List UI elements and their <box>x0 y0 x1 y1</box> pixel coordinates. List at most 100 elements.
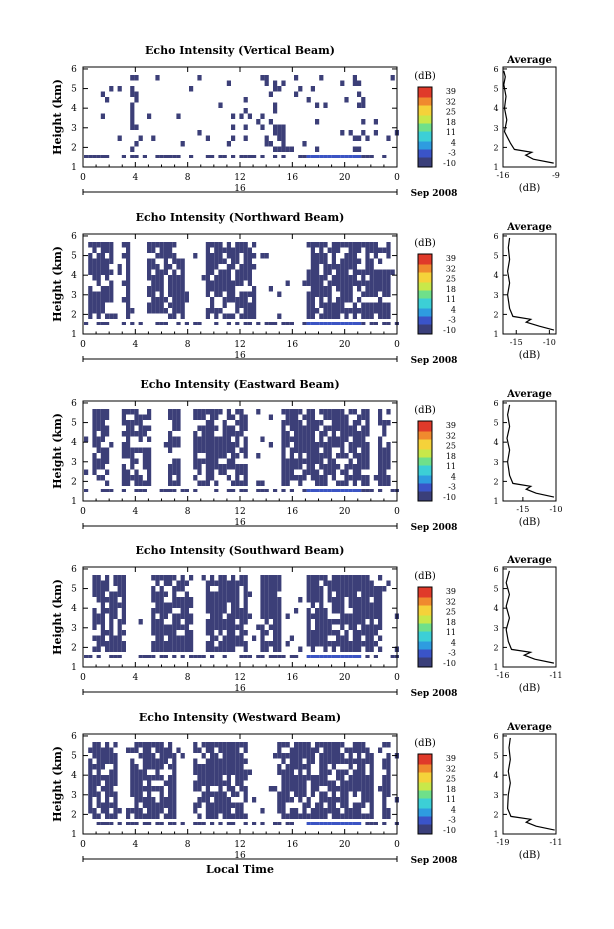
colorbar-swatch <box>418 155 432 158</box>
echo-cell <box>235 802 240 808</box>
echo-cell <box>344 269 349 275</box>
echo-cell <box>352 580 357 586</box>
echo-cell <box>365 458 370 464</box>
echo-cell <box>378 447 383 453</box>
echo-cell <box>222 797 227 803</box>
echo-cell <box>310 464 315 470</box>
echo-cell <box>222 802 227 808</box>
echo-cell <box>184 630 189 636</box>
y-tick-label: 4 <box>71 604 77 614</box>
echo-cell <box>226 747 231 753</box>
echo-cell <box>214 409 219 415</box>
echo-cell <box>273 586 278 592</box>
echo-cell <box>218 247 223 253</box>
echo-cell <box>327 414 332 420</box>
echo-cell <box>277 791 282 797</box>
echo-cell <box>130 425 135 431</box>
echo-cell <box>214 458 219 464</box>
echo-cell <box>168 641 173 647</box>
echo-cell <box>298 758 303 764</box>
echo-cell <box>357 269 362 275</box>
echo-cell <box>243 414 248 420</box>
echo-cell <box>357 322 362 325</box>
x-tick-label: 0 <box>394 507 400 517</box>
echo-cell <box>294 442 299 448</box>
echo-cell <box>109 813 114 819</box>
echo-cell <box>163 758 168 764</box>
echo-cell <box>344 758 349 764</box>
echo-cell <box>117 269 122 275</box>
echo-cell <box>105 291 110 297</box>
echo-cell <box>126 308 131 314</box>
echo-cell <box>176 442 181 448</box>
echo-cell <box>247 655 252 658</box>
colorbar-swatch <box>418 165 432 168</box>
x-tick-label: 8 <box>185 173 191 183</box>
echo-cell <box>109 758 114 764</box>
echo-cell <box>180 635 185 641</box>
echo-cell <box>197 775 202 781</box>
echo-cell <box>168 624 173 630</box>
echo-cell <box>319 431 324 437</box>
echo-cell <box>218 447 223 453</box>
x-tick-label: 12 <box>234 840 245 850</box>
echo-cell <box>319 613 324 619</box>
echo-cell <box>344 308 349 314</box>
echo-cell <box>327 322 332 325</box>
echo-cell <box>172 624 177 630</box>
echo-cell <box>168 275 173 281</box>
colorbar-tick-label: 4 <box>451 305 456 314</box>
echo-cell <box>121 619 126 625</box>
echo-cell <box>163 813 168 819</box>
echo-cell <box>117 641 122 647</box>
echo-cell <box>109 597 114 603</box>
echo-cell <box>373 275 378 281</box>
echo-cell <box>340 242 345 248</box>
echo-cell <box>302 808 307 814</box>
echo-cell <box>130 786 135 792</box>
avg-y-tick-label: 6 <box>493 399 498 408</box>
echo-cell <box>294 425 299 431</box>
echo-cell <box>336 155 341 158</box>
echo-cell <box>323 302 328 308</box>
echo-cell <box>264 630 269 636</box>
echo-cell <box>168 630 173 636</box>
colorbar-swatch <box>418 260 432 263</box>
echo-cell <box>100 586 105 592</box>
echo-cell <box>390 269 395 275</box>
echo-cell <box>315 786 320 792</box>
echo-cell <box>172 409 177 415</box>
echo-cell <box>378 489 383 492</box>
echo-cell <box>96 291 101 297</box>
colorbar-tick-label: -10 <box>443 159 456 168</box>
echo-cell <box>138 425 143 431</box>
echo-cell <box>214 247 219 253</box>
echo-cell <box>361 813 366 819</box>
echo-cell <box>239 635 244 641</box>
echo-cell <box>84 436 89 442</box>
echo-cell <box>273 322 278 325</box>
echo-cell <box>344 489 349 492</box>
echo-cell <box>340 308 345 314</box>
echo-cell <box>239 113 244 119</box>
echo-cell <box>336 786 341 792</box>
echo-cell <box>231 286 236 292</box>
echo-cell <box>369 758 374 764</box>
echo-cell <box>281 808 286 814</box>
echo-cell <box>361 431 366 437</box>
echo-cell <box>289 489 294 492</box>
echo-cell <box>121 442 126 448</box>
colorbar-swatch <box>418 774 432 777</box>
echo-cell <box>344 420 349 426</box>
y-tick-label: 4 <box>71 771 77 781</box>
echo-cell <box>197 458 202 464</box>
echo-cell <box>105 597 110 603</box>
echo-cell <box>210 822 215 825</box>
x-tick-label: 8 <box>185 673 191 683</box>
echo-cell <box>365 489 370 492</box>
echo-cell <box>205 775 210 781</box>
colorbar-swatch <box>418 95 432 98</box>
echo-cell <box>142 753 147 759</box>
echo-cell <box>285 797 290 803</box>
echo-cell <box>151 786 156 792</box>
